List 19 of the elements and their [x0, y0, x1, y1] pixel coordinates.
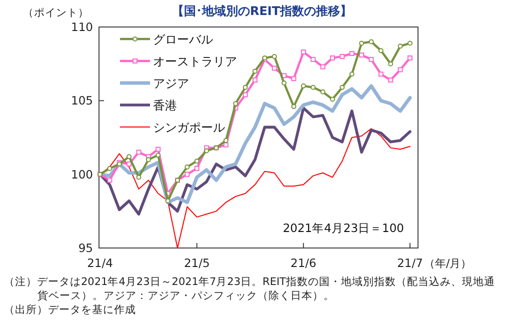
x-tick-label: 21/7 [397, 256, 423, 270]
x-tick-label: 21/5 [184, 256, 210, 270]
x-axis-title: （年/月） [424, 257, 472, 270]
text: （注）データは2021年4月23日～2021年7月23日。REIT指数の国・地域別指数（配当込み、現地通貨ベース）。アジア：アジア・パシフィック（除く日本）。 [4, 275, 496, 303]
x-tick-label: 21/4 [87, 256, 113, 270]
y-tick-label: 95 [78, 241, 93, 255]
y-tick-label: 105 [71, 94, 93, 108]
legend-label: 香港 [153, 98, 177, 112]
legend-label: シンガポール [153, 120, 225, 134]
x-tick-label: 21/6 [290, 256, 316, 270]
chart-title: 【国･地域別のREIT指数の推移】 [172, 4, 352, 18]
legend-label: オーストラリア [153, 54, 237, 68]
legend-label: アジア [153, 76, 189, 90]
y-tick-label: 100 [71, 167, 93, 182]
annotation: 2021年4月23日＝100 [282, 221, 404, 235]
y-tick-label: 110 [71, 20, 93, 34]
y-axis-title: （ポイント） [23, 7, 89, 19]
text: （出所）データを基に作成 [4, 303, 137, 317]
legend-label: グローバル [153, 32, 213, 46]
